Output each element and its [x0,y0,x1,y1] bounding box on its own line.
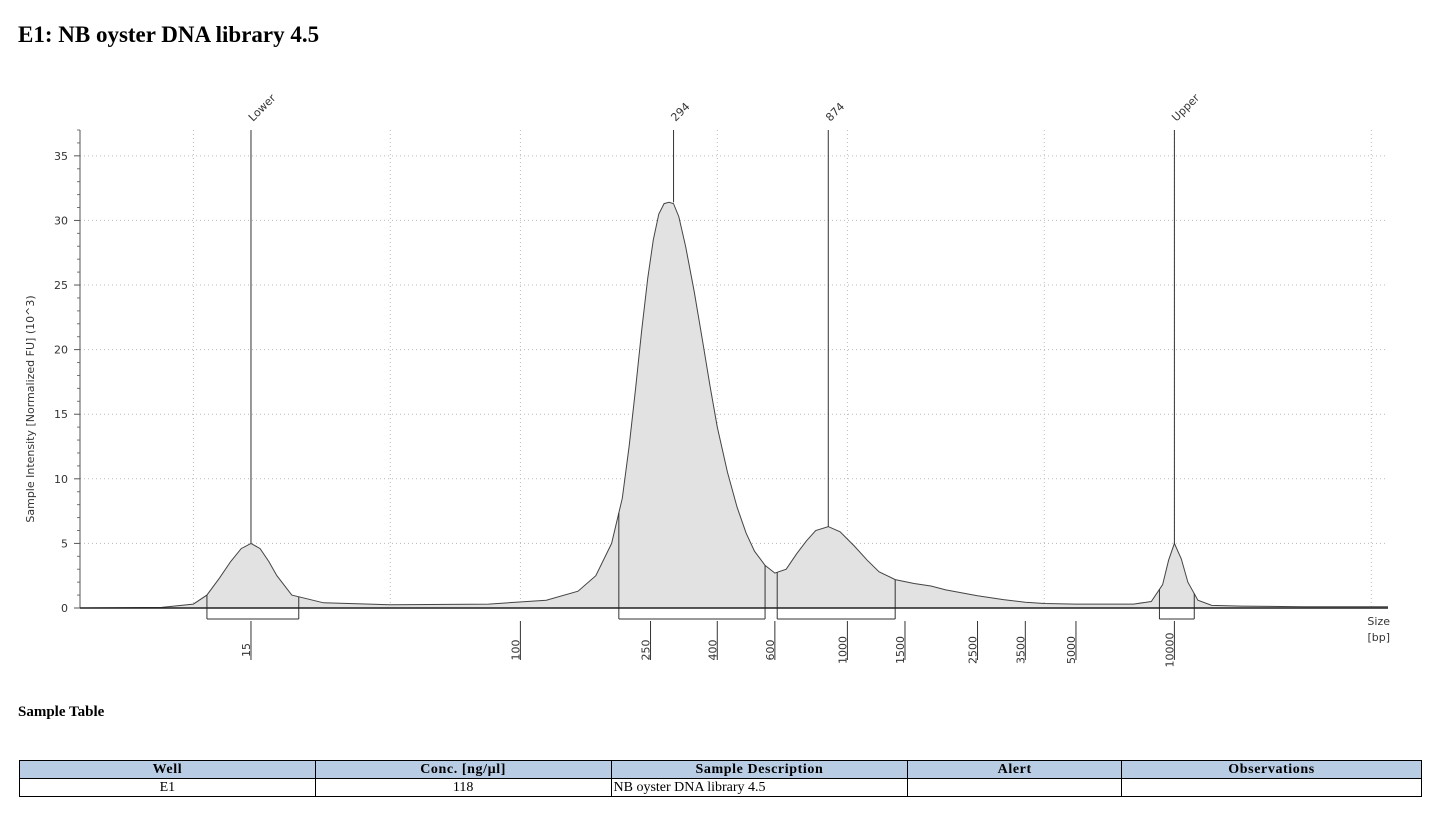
x-tick-label: 400 [706,640,719,661]
cell-alert [907,778,1123,797]
cell-concentration: 118 [314,778,612,797]
table-header-row: Well Conc. [ng/µl] Sample Description Al… [19,760,1422,779]
y-tick-label: 35 [54,150,68,163]
trace-line [79,201,1388,609]
x-tick-label: 10000 [1163,633,1176,668]
y-tick-label: 30 [54,214,68,227]
header-concentration: Conc. [ng/µl] [314,760,612,779]
peak-label: 294 [668,100,692,124]
x-axis-label-line2: [bp] [1367,631,1390,644]
sample-table: Well Conc. [ng/µl] Sample Description Al… [19,760,1422,797]
x-tick-label: 1500 [894,636,907,664]
cell-well: E1 [19,778,316,797]
area-layer [79,201,1388,609]
y-tick-label: 10 [54,473,68,486]
peak-label: 874 [823,100,847,124]
region-layer [206,512,1195,620]
page-title: E1: NB oyster DNA library 4.5 [18,22,320,47]
header-well: Well [19,760,316,779]
cell-observations [1121,778,1422,797]
header-observations: Observations [1121,760,1422,779]
y-tick-label: 5 [61,537,68,550]
x-tick-label: 2500 [967,636,980,664]
axis-layer: 0 5 10 15 20 25 30 35 15 100 250 400 600 1000 1500 2500… [24,129,1390,668]
y-tick-label: 0 [61,602,68,615]
y-tick-label: 15 [54,408,68,421]
y-tick-label: 25 [54,279,68,292]
peak-label: Lower [246,91,279,124]
x-tick-label: 600 [764,640,777,661]
sample-table-title: Sample Table [18,704,105,720]
y-tick-label: 20 [54,344,68,357]
x-tick-label: 5000 [1065,636,1078,664]
x-tick-label: 100 [509,640,522,661]
x-tick-label: 3500 [1014,636,1027,664]
trace-area [80,202,1388,609]
x-tick-label: 250 [640,640,653,661]
y-axis-label: Sample Intensity [Normalized FU] (10^3) [24,295,37,522]
cell-sample-description: NB oyster DNA library 4.5 [610,778,909,797]
table-row: E1 118 NB oyster DNA library 4.5 [19,778,1422,797]
peak-label: Upper [1169,91,1202,124]
x-axis-label-line1: Size [1367,615,1390,628]
x-tick-label: 15 [240,643,253,657]
x-tick-label: 1000 [836,636,849,664]
header-sample-description: Sample Description [610,760,909,779]
header-alert: Alert [907,760,1123,779]
electropherogram-chart: Lower 294 874 Upper 0 5 10 15 20 25 30 35 15 100 250 4… [24,91,1390,668]
